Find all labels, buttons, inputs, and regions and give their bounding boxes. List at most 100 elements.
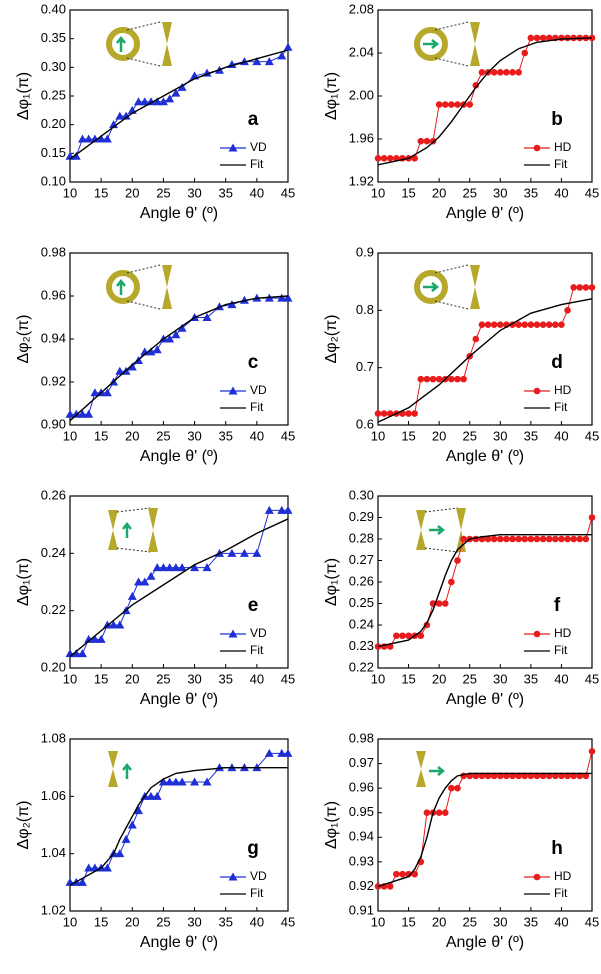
data-point [146,347,156,356]
y-tick-label: 2.00 [349,87,374,102]
x-tick-label: 15 [401,428,415,443]
data-point [134,577,144,586]
x-tick-label: 40 [554,428,568,443]
icon-arrow [122,762,132,779]
data-point [277,505,287,514]
data-point [496,69,504,76]
x-axis-label: Angle θ' (º) [140,448,218,465]
y-tick-label: 0.25 [41,87,66,102]
x-tick-label: 15 [94,428,108,443]
x-tick-label: 40 [554,671,568,686]
data-point [190,777,200,786]
x-tick-label: 45 [281,671,295,686]
data-point [484,772,492,780]
data-point [165,777,175,786]
data-point [490,321,498,328]
data-point [171,330,181,339]
x-tick-label: 40 [554,185,568,200]
y-tick-label: 0.94 [41,330,66,345]
data-point [96,134,106,143]
data-point [417,375,425,383]
legend-marker [228,629,238,638]
icon-bowtie [148,508,158,552]
data-point [84,134,94,143]
y-tick-label: 0.10 [41,173,66,188]
data-point [545,535,553,543]
data-point [484,535,492,543]
data-point [77,649,87,658]
data-point [454,375,461,383]
x-tick-label: 45 [585,428,599,443]
data-point [115,849,125,858]
y-tick-label: 0.40 [41,1,66,16]
fit-line [69,49,289,160]
y-tick-label: 2.04 [349,44,374,59]
inset-icon [416,507,466,553]
x-tick-label: 15 [94,914,108,929]
x-tick-label: 25 [156,671,170,686]
fit-line [69,766,288,886]
x-tick-label: 25 [462,428,476,443]
data-point [84,863,94,872]
x-tick-label: 45 [585,671,599,686]
icon-ring [414,27,448,61]
inset-icon [106,264,172,310]
x-tick-label: 10 [371,428,385,443]
data-point [576,772,584,780]
data-point [71,649,81,658]
data-point [545,34,553,42]
legend-label: VD [250,869,267,883]
data-point [115,111,125,120]
data-point [441,809,449,817]
x-tick-label: 45 [281,428,295,443]
legend-marker [533,387,541,395]
y-tick-label: 0.6 [356,416,374,431]
data-point [146,97,156,106]
y-tick-label: 0.98 [41,244,66,259]
x-tick-label: 35 [218,914,232,929]
y-tick-label: 0.28 [349,530,374,545]
data-point [386,883,394,890]
data-point [582,535,590,543]
x-tick-label: 20 [125,914,139,929]
x-tick-label: 25 [462,671,476,686]
data-point [152,791,162,800]
data-point [496,321,504,328]
data-point [570,772,577,780]
data-point [423,375,431,383]
x-tick-label: 30 [187,914,201,929]
x-tick-label: 25 [462,914,476,929]
data-point [558,772,565,780]
data-point [423,137,431,145]
data-point [90,634,100,643]
legend-label: Fit [554,157,568,171]
y-tick-label: 0.96 [41,287,66,302]
data-point [152,563,162,572]
data-point [171,88,181,97]
data-point [96,634,106,643]
legend-label: Fit [250,157,264,171]
legend-marker [533,630,541,638]
data-point [171,777,181,786]
data-point [435,809,443,817]
plot-frame [377,738,593,912]
icon-dash [116,507,151,553]
x-tick-label: 35 [524,671,538,686]
data-point [411,155,418,162]
data-point [545,772,553,780]
data-point [588,284,596,291]
x-tick-label: 25 [156,185,170,200]
fit-line [377,298,593,423]
data-point [252,57,262,66]
data-point [515,535,522,543]
data-point [77,877,87,886]
y-axis-label: Δφ₁(π) [15,72,32,120]
legend-marker [533,144,541,152]
x-tick-label: 35 [524,428,538,443]
x-tick-label: 40 [554,914,568,929]
x-tick-label: 40 [250,914,264,929]
y-tick-label: 0.91 [349,902,374,917]
data-point [411,410,418,417]
data-point [496,772,504,780]
x-tick-label: 15 [401,914,415,929]
